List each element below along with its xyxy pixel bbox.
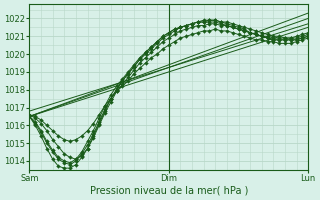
X-axis label: Pression niveau de la mer( hPa ): Pression niveau de la mer( hPa ) <box>90 186 248 196</box>
